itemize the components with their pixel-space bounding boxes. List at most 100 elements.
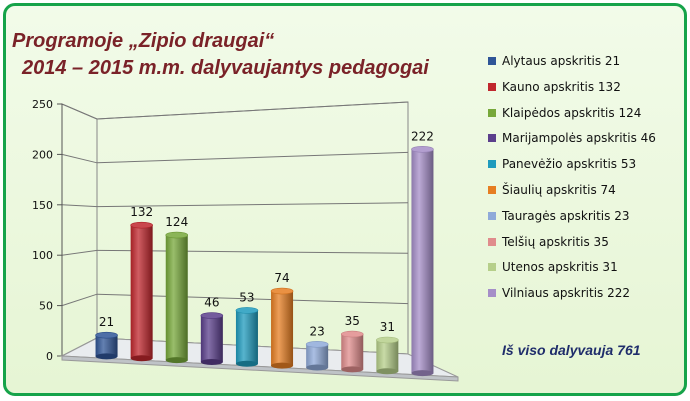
gridline-side bbox=[61, 293, 98, 307]
bar-base bbox=[341, 366, 364, 373]
legend-item: Marijampolės apskritis 46 bbox=[488, 129, 656, 147]
data-label: 53 bbox=[239, 290, 254, 304]
total-participants-text: Iš viso dalyvauja 761 bbox=[502, 342, 641, 358]
bar-base bbox=[130, 355, 153, 362]
legend-label: Alytaus apskritis 21 bbox=[502, 54, 621, 68]
legend-label: Vilniaus apskritis 222 bbox=[502, 286, 631, 301]
bar-body bbox=[411, 149, 434, 374]
legend-swatch bbox=[488, 134, 496, 143]
data-label: 124 bbox=[165, 215, 188, 229]
bar bbox=[411, 146, 434, 377]
legend-item: Kauno apskritis 132 bbox=[488, 78, 621, 96]
bar-body bbox=[306, 344, 329, 368]
legend-label: Marijampolės apskritis 46 bbox=[502, 131, 656, 146]
legend-swatch bbox=[488, 186, 496, 194]
legend-item: Panevėžio apskritis 53 bbox=[488, 155, 636, 173]
bar bbox=[376, 336, 399, 375]
y-tick-label: 0 bbox=[46, 350, 53, 363]
bar-top bbox=[130, 221, 153, 229]
bar bbox=[165, 231, 189, 364]
y-tick-label: 200 bbox=[32, 148, 53, 161]
gridline-side bbox=[61, 249, 98, 256]
side-wall bbox=[61, 103, 98, 357]
y-tick-label: 250 bbox=[32, 98, 53, 111]
bar-base bbox=[200, 358, 223, 365]
bar bbox=[130, 221, 153, 362]
legend-label: Klaipėdos apskritis 124 bbox=[502, 105, 642, 120]
bar-base bbox=[235, 360, 258, 367]
y-tick-label: 100 bbox=[32, 249, 53, 262]
legend-swatch bbox=[488, 160, 496, 169]
data-label: 46 bbox=[204, 296, 219, 310]
bar-body bbox=[376, 340, 399, 372]
legend-item: Šiaulių apskritis 74 bbox=[488, 181, 616, 199]
legend-label: Šiaulių apskritis 74 bbox=[502, 183, 616, 197]
chart-title: Programoje „Zipio draugai“ 2014 – 2015 m… bbox=[12, 28, 472, 82]
bar-top bbox=[200, 312, 224, 319]
bar-top bbox=[235, 307, 259, 314]
legend-label: Telšių apskritis 35 bbox=[502, 234, 609, 249]
bar-base bbox=[95, 353, 118, 360]
bar-base bbox=[411, 370, 434, 377]
legend-swatch bbox=[488, 108, 496, 117]
legend-swatch bbox=[488, 289, 496, 298]
bar-top bbox=[376, 336, 399, 344]
gridline-side bbox=[61, 103, 98, 120]
bar-top bbox=[411, 146, 434, 153]
data-label: 31 bbox=[380, 320, 395, 334]
gridline-side bbox=[61, 153, 98, 164]
chart-frame bbox=[3, 3, 687, 396]
data-label: 35 bbox=[345, 314, 360, 328]
bar-body bbox=[130, 225, 153, 359]
legend-swatch bbox=[488, 263, 496, 272]
bar-body bbox=[235, 310, 258, 364]
bar-body bbox=[95, 335, 118, 357]
legend-swatch bbox=[488, 237, 496, 246]
bar bbox=[95, 331, 118, 360]
legend-label: Utenos apskritis 31 bbox=[502, 260, 618, 275]
bar-top bbox=[95, 331, 118, 339]
y-tick-label: 50 bbox=[39, 300, 53, 313]
legend-label: Panevėžio apskritis 53 bbox=[502, 157, 637, 172]
title-line-2: 2014 – 2015 m.m. dalyvaujantys pedagogai bbox=[22, 57, 429, 79]
bar-body bbox=[165, 235, 188, 361]
bar bbox=[270, 287, 294, 369]
bar-body bbox=[341, 334, 364, 370]
bar-base bbox=[376, 368, 399, 375]
bar-base bbox=[306, 364, 329, 371]
bar-top bbox=[270, 287, 294, 295]
legend-label: Tauragės apskritis 23 bbox=[502, 208, 630, 223]
title-line-1: Programoje „Zipio draugai“ bbox=[12, 30, 275, 52]
gridline bbox=[96, 202, 409, 208]
gridline-side bbox=[61, 204, 98, 208]
legend-item: Vilniaus apskritis 222 bbox=[488, 284, 630, 302]
legend-item: Utenos apskritis 31 bbox=[488, 258, 618, 276]
data-label: 222 bbox=[411, 129, 434, 143]
data-label: 21 bbox=[99, 315, 114, 329]
bar-top bbox=[305, 341, 329, 348]
legend-item: Alytaus apskritis 21 bbox=[488, 52, 620, 70]
bar-top bbox=[340, 330, 364, 338]
data-label: 132 bbox=[130, 205, 153, 219]
bar-base bbox=[271, 362, 294, 369]
bar-body bbox=[200, 315, 223, 362]
bars bbox=[95, 146, 434, 377]
bar-body bbox=[271, 291, 294, 366]
legend-item: Telšių apskritis 35 bbox=[488, 233, 609, 251]
y-tick-label: 150 bbox=[32, 199, 53, 212]
legend-item: Tauragės apskritis 23 bbox=[488, 207, 629, 225]
data-label: 23 bbox=[310, 324, 325, 338]
legend-item: Klaipėdos apskritis 124 bbox=[488, 104, 641, 122]
floor-edge bbox=[61, 355, 459, 382]
legend-label: Kauno apskritis 132 bbox=[502, 79, 621, 94]
bar-top bbox=[165, 231, 189, 239]
bar bbox=[340, 330, 364, 373]
legend-swatch bbox=[488, 82, 496, 91]
bar bbox=[305, 341, 329, 371]
gridline bbox=[96, 101, 409, 120]
legend-swatch bbox=[488, 57, 496, 65]
floor bbox=[60, 337, 459, 378]
data-label: 74 bbox=[274, 271, 289, 285]
bar-base bbox=[165, 357, 188, 364]
